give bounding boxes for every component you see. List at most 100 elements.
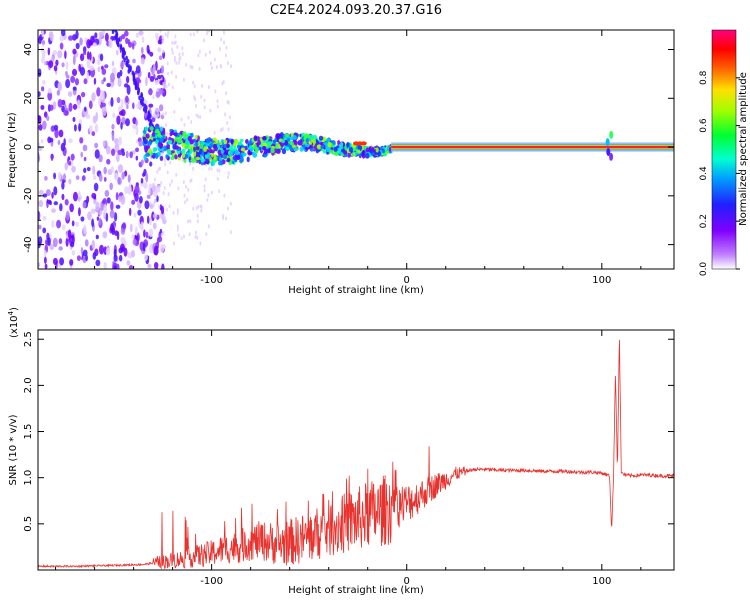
spectrogram-faint-blob: [193, 25, 195, 29]
snr-series-line: [38, 339, 674, 570]
spectrogram-signal-blob: [236, 144, 240, 150]
spectrogram-noise-blob: [38, 262, 41, 268]
spectrogram-faint-blob: [176, 227, 179, 232]
spectrogram-noise-blob: [115, 204, 121, 209]
spectrogram-faint-blob: [210, 190, 213, 195]
spectrogram-noise-blob: [133, 212, 137, 218]
spectrogram-signal-blob: [381, 149, 386, 154]
spectrogram-signal-blob: [284, 133, 290, 138]
spectrogram-noise-blob: [92, 175, 97, 180]
spectrogram-faint-blob: [195, 206, 198, 211]
spectrogram-noise-blob: [53, 186, 58, 196]
spectrogram-noise-blob: [53, 201, 58, 206]
spectrogram-signal-blob: [275, 134, 279, 139]
spectrogram-noise-blob: [135, 147, 140, 153]
spectrogram-noise-blob: [76, 99, 81, 110]
spectrogram-noise-blob: [54, 128, 59, 139]
spectrogram-signal-blob: [159, 126, 164, 132]
spectrogram-noise-blob: [125, 95, 129, 103]
spectrogram-faint-blob: [177, 233, 180, 238]
spectrogram-signal-blob: [193, 146, 197, 152]
spectrogram-noise-blob: [126, 260, 131, 266]
spectrogram-xlabel: Height of straight line (km): [288, 285, 424, 296]
spectrogram-noise-blob: [38, 91, 41, 97]
spectrogram-faint-blob: [226, 121, 229, 126]
spectrogram-faint-blob: [216, 168, 219, 173]
spectrogram-faint-blob: [200, 204, 203, 209]
spectrogram-signal-blob: [369, 148, 374, 154]
spectrogram-signal-blob: [263, 148, 268, 155]
spectrogram-noise-blob: [121, 222, 127, 230]
spectrogram-noise-blob: [74, 78, 80, 86]
spectrogram-noise-blob: [156, 195, 159, 203]
spectrogram-noise-blob: [159, 104, 164, 112]
spectrogram-noise-blob: [111, 131, 115, 142]
spectrogram-noise-blob: [65, 60, 69, 71]
spectrogram-noise-blob: [159, 155, 164, 162]
spectrogram-signal-blob: [174, 145, 179, 150]
spectrogram-noise-blob: [140, 221, 144, 230]
spectrogram-faint-blob: [225, 45, 228, 50]
spectrogram-noise-blob: [113, 265, 117, 269]
spectrogram-noise-blob: [64, 198, 69, 206]
spectrogram-noise-blob: [83, 224, 87, 235]
spectrogram-noise-blob: [75, 30, 79, 40]
spectrogram-faint-blob: [214, 89, 217, 94]
spectrogram-noise-blob: [103, 261, 107, 269]
spectrogram-signal-blob: [183, 134, 189, 139]
spectrogram-noise-blob: [57, 50, 63, 59]
spectrogram-signal-blob: [209, 143, 214, 148]
spectrogram-signal-blob: [365, 147, 370, 153]
spectrogram-signal-blob: [191, 158, 196, 164]
spectrogram-noise-blob: [52, 101, 57, 110]
spectrogram-noise-blob: [89, 65, 95, 71]
spectrogram-faint-blob: [166, 61, 169, 66]
spectrogram-faint-blob: [229, 230, 232, 235]
spectrogram-noise-blob: [46, 199, 52, 204]
spectrogram-faint-blob: [189, 32, 192, 37]
spectrogram-faint-blob: [181, 52, 184, 57]
spectrogram-noise-blob: [156, 74, 162, 80]
spectrogram-noise-blob: [60, 142, 65, 152]
spectrogram-noise-blob: [88, 100, 93, 110]
spectrogram-noise-blob: [41, 86, 45, 92]
spectrogram-noise-blob: [72, 86, 77, 91]
spectrogram-noise-blob: [116, 72, 121, 79]
spectrogram-noise-blob: [73, 124, 77, 132]
spectrogram-streak-blob: [119, 45, 123, 51]
spectrogram-noise-blob: [41, 57, 45, 64]
spectrogram-signal-blob: [312, 138, 317, 145]
spectrogram-faint-blob: [156, 37, 159, 42]
spectrogram-ytick-label: 40: [23, 43, 34, 56]
spectrogram-noise-blob: [108, 38, 113, 49]
spectrogram-noise-blob: [43, 111, 48, 118]
spectrogram-signal-blob: [243, 152, 247, 157]
spectrogram-xtick-label: 0: [404, 275, 410, 286]
spectrogram-noise-blob: [89, 35, 95, 46]
spectrogram-noise-blob: [38, 124, 43, 131]
spectrogram-signal-blob: [364, 153, 370, 159]
spectrogram-faint-blob: [197, 204, 200, 209]
spectrogram-noise-blob: [86, 166, 91, 172]
spectrogram-noise-blob: [79, 137, 84, 144]
spectrogram-noise-blob: [147, 49, 151, 55]
spectrogram-signal-blob: [219, 159, 223, 166]
spectrogram-noise-blob: [135, 32, 139, 39]
spectrogram-marks: [38, 25, 674, 269]
spectrogram-signal-blob: [239, 138, 244, 143]
spectrogram-noise-blob: [71, 249, 76, 256]
spectrogram-noise-blob: [156, 237, 160, 244]
spectrogram-noise-blob: [155, 32, 159, 39]
spectrogram-noise-blob: [155, 60, 158, 71]
spectrogram-noise-blob: [86, 59, 91, 68]
spectrogram-noise-blob: [144, 200, 150, 210]
spectrogram-faint-blob: [220, 37, 223, 42]
spectrogram-noise-blob: [63, 109, 69, 116]
spectrogram-noise-blob: [105, 212, 109, 222]
spectrogram-faint-blob: [222, 79, 225, 84]
spectrogram-noise-blob: [68, 178, 72, 185]
spectrogram-noise-blob: [129, 223, 133, 233]
spectrogram-faint-blob: [216, 176, 219, 181]
spectrogram-signal-blob: [170, 156, 175, 160]
spectrogram-noise-blob: [49, 243, 55, 251]
